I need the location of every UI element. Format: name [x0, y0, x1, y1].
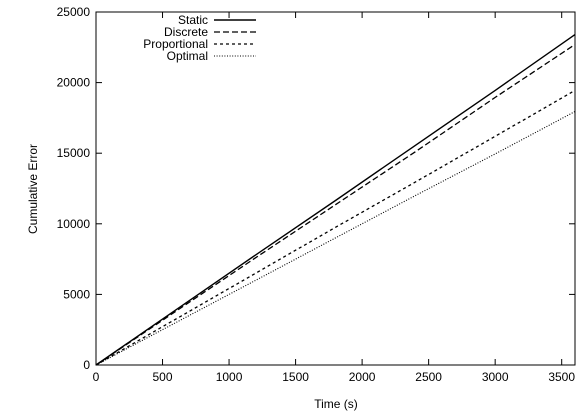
x-tick-label: 3500	[548, 370, 575, 384]
y-tick-label: 0	[83, 358, 90, 372]
series-line-static	[95, 34, 576, 366]
series-line-proportional	[95, 89, 576, 366]
legend-label-proportional: Proportional	[143, 37, 208, 51]
y-tick-label: 15000	[57, 146, 91, 160]
y-axis-title: Cumulative Error	[26, 144, 40, 234]
x-tick-label: 1000	[216, 370, 243, 384]
series-line-optimal	[95, 111, 576, 366]
y-tick-label: 20000	[57, 76, 91, 90]
legend-label-optimal: Optimal	[167, 49, 208, 63]
x-tick-label: 0	[93, 370, 100, 384]
x-tick-label: 1500	[282, 370, 309, 384]
x-tick-label: 2000	[349, 370, 376, 384]
plot-frame	[95, 11, 576, 366]
x-tick-label: 2500	[415, 370, 442, 384]
y-tick-label: 10000	[57, 217, 91, 231]
x-axis-title: Time (s)	[314, 397, 358, 411]
legend-label-static: Static	[178, 13, 208, 27]
series-line-discrete	[95, 43, 576, 366]
axes: 0 500 1000 1500 2000 2500 3000 3500 0 5000 10000 15…	[57, 5, 576, 384]
x-tick-label: 3000	[482, 370, 509, 384]
y-tick-label: 5000	[63, 287, 90, 301]
series-lines	[95, 34, 576, 366]
x-tick-label: 500	[153, 370, 173, 384]
y-tick-label: 25000	[57, 5, 91, 19]
legend-label-discrete: Discrete	[164, 25, 208, 39]
